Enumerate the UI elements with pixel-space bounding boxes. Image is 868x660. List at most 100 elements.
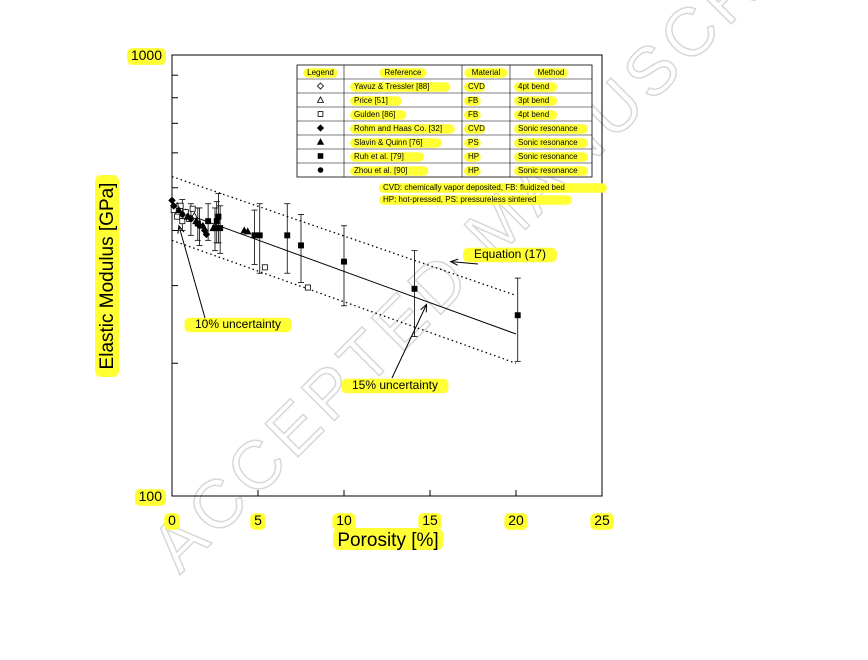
data-point	[169, 202, 178, 210]
data-point	[316, 96, 325, 103]
legend-reference: Rohm and Haas Co. [32]	[354, 124, 442, 133]
data-point	[304, 284, 311, 291]
legend-method: Sonic resonance	[518, 138, 578, 147]
y-tick-label: 100	[139, 488, 163, 504]
y-tick-labels: 100 1000	[127, 47, 166, 506]
legend-material-highlight	[464, 110, 481, 120]
legend-material-group: HP	[464, 152, 481, 162]
x-tick-label: 20	[508, 512, 524, 528]
legend-reference: Yavuz & Tressler [88]	[354, 82, 429, 91]
legend-method-group: 3pt bend	[514, 96, 558, 106]
legend-header-highlight	[464, 68, 508, 78]
legend-reference-group: Yavuz & Tressler [88]	[350, 82, 451, 92]
annotation-label-group: Equation (17)	[463, 247, 557, 263]
legend-reference-group: Gulden [86]	[350, 110, 407, 120]
legend-material-highlight	[464, 166, 481, 176]
x-tick-label-group: 5	[250, 512, 266, 530]
data-point	[202, 230, 211, 239]
legend-material: CVD	[468, 82, 485, 91]
legend-header: Material	[472, 68, 501, 77]
annotation-arrow	[391, 304, 428, 379]
legend-header-group: Method	[533, 68, 569, 78]
legend-reference: Price [51]	[354, 96, 388, 105]
legend-reference-highlight	[350, 124, 455, 134]
legend-method: 4pt bend	[518, 82, 549, 91]
data-point	[317, 167, 324, 173]
x-tick-label-highlight	[332, 513, 356, 530]
legend-material: FB	[468, 110, 478, 119]
data-point	[177, 202, 184, 209]
y-minor-ticks	[172, 74, 178, 364]
legend-material-group: PS	[464, 138, 481, 148]
annotation-label-highlight	[341, 378, 449, 394]
legend-table: Legend Reference Material Method Yavuz & Tre…	[296, 64, 593, 178]
legend-reference-group: Slavin & Quinn [76]	[350, 138, 442, 148]
data-point	[212, 225, 218, 232]
x-tick-label-highlight	[250, 513, 266, 530]
legend-material-highlight	[464, 96, 481, 106]
data-point	[175, 206, 183, 214]
legend-footnote-highlight	[379, 183, 607, 193]
legend-method: 3pt bend	[518, 96, 549, 105]
legend-method-highlight	[514, 138, 588, 148]
legend-header: Reference	[385, 68, 422, 77]
legend-material-group: HP	[464, 166, 481, 176]
legend-material-highlight	[464, 124, 486, 134]
annotation-label-highlight	[184, 317, 292, 333]
data-point	[316, 138, 325, 145]
data-point	[411, 285, 418, 292]
legend-header-group: Reference	[379, 68, 427, 78]
legend-reference-highlight	[350, 152, 424, 162]
legend-method-highlight	[514, 166, 588, 176]
y-tick-label-group: 1000	[127, 47, 166, 65]
legend-method: Sonic resonance	[518, 124, 578, 133]
legend-method: Sonic resonance	[518, 152, 578, 161]
data-point	[196, 222, 203, 229]
x-tick-label-group: 20	[504, 512, 528, 530]
legend-header-group: Material	[464, 68, 508, 78]
annotation-arrowhead	[449, 258, 459, 266]
legend-method-highlight	[514, 124, 588, 134]
legend-reference-highlight	[350, 96, 402, 106]
legend-reference: Ruh et al. [79]	[354, 152, 404, 161]
legend-footnotes: CVD: chemically vapor deposited, FB: flu…	[379, 183, 607, 205]
legend-method-group: 4pt bend	[514, 82, 558, 92]
x-axis-label: Porosity [%]	[337, 530, 438, 551]
legend-reference-highlight	[350, 138, 442, 148]
annotations: Equation (17) 10% uncertainty 15% uncertai…	[177, 224, 557, 394]
legend-method: Sonic resonance	[518, 166, 578, 175]
annotation-label-group: 10% uncertainty	[184, 317, 292, 333]
x-tick-marks	[171, 490, 603, 496]
legend-material: FB	[468, 96, 478, 105]
data-point	[168, 196, 176, 205]
legend-material-highlight	[464, 152, 481, 162]
legend-header: Legend	[307, 68, 334, 77]
x-tick-label: 0	[168, 512, 176, 528]
legend-reference-highlight	[350, 166, 429, 176]
data-point	[261, 264, 268, 271]
legend-method-group: Sonic resonance	[514, 166, 588, 176]
data-point	[187, 215, 194, 222]
data-point	[243, 227, 252, 235]
legend-method: 4pt bend	[518, 110, 549, 119]
legend-material: PS	[468, 138, 479, 147]
legend-method-group: Sonic resonance	[514, 138, 588, 148]
legend-material-group: FB	[464, 96, 481, 106]
legend-method-group: 4pt bend	[514, 110, 558, 120]
annotation-label: 10% uncertainty	[195, 317, 281, 331]
annotation-arrow	[450, 261, 479, 265]
x-tick-label-highlight	[590, 513, 614, 530]
x-tick-label-group: 15	[418, 512, 442, 530]
legend-header-highlight	[379, 68, 427, 78]
x-tick-labels: 0 5 10 15 20 25	[164, 512, 614, 530]
legend-method-group: Sonic resonance	[514, 152, 588, 162]
x-tick-label-highlight	[504, 513, 528, 530]
legend-header-highlight	[303, 68, 338, 78]
data-markers	[168, 196, 521, 319]
data-point	[179, 211, 186, 218]
legend-material: CVD	[468, 124, 485, 133]
legend-material-highlight	[464, 138, 481, 148]
legend-header: Method	[538, 68, 565, 77]
legend-reference: Gulden [86]	[354, 110, 395, 119]
x-tick-label: 25	[594, 512, 610, 528]
